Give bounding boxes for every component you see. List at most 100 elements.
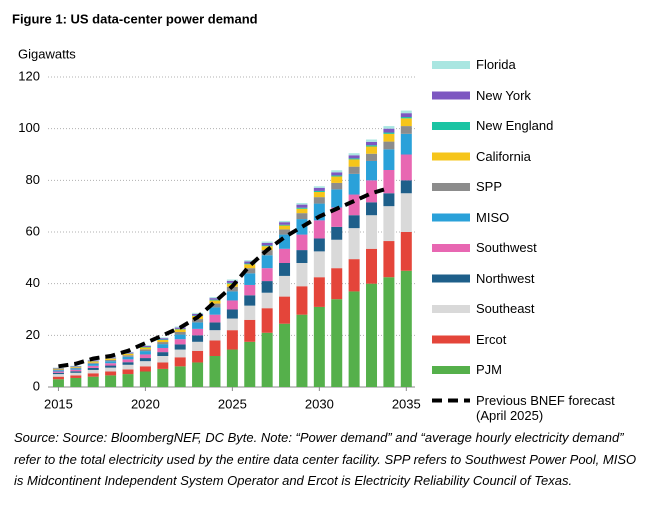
legend-label: PJM — [476, 362, 502, 377]
bar-segment — [296, 213, 308, 220]
bar-segment — [87, 362, 99, 364]
bar-segment — [87, 367, 99, 370]
bar-segment — [192, 335, 204, 342]
bar-segment — [366, 139, 378, 142]
bar-segment — [70, 375, 82, 378]
bar-segment — [244, 284, 256, 296]
bar-segment — [157, 337, 169, 339]
bar-segment — [261, 332, 273, 387]
bar-segment — [122, 355, 134, 357]
bar-segment — [261, 308, 273, 333]
legend-swatch — [432, 305, 470, 313]
bar-segment — [105, 358, 117, 360]
bar-segment — [279, 275, 291, 297]
bar-segment — [383, 141, 395, 150]
legend-swatch — [432, 122, 470, 130]
bar-segment — [261, 268, 273, 282]
chart-title: Figure 1: US data-center power demand — [12, 11, 258, 26]
bar-segment — [313, 191, 325, 198]
bar-segment — [261, 245, 273, 247]
x-tick-label: 2025 — [218, 396, 247, 411]
forecast-line — [58, 186, 390, 369]
bar-segment — [209, 340, 221, 356]
bar-segment — [348, 173, 360, 195]
bar-segment — [366, 145, 378, 147]
legend-label: New England — [476, 118, 554, 133]
bar-segment — [226, 330, 238, 350]
bar-segment — [366, 202, 378, 216]
bar-segment — [192, 319, 204, 323]
bar-segment — [348, 158, 360, 160]
bar-segment — [383, 193, 395, 207]
bar-segment — [400, 113, 412, 118]
bar-segment — [70, 366, 82, 367]
bar-segment — [87, 360, 99, 362]
bar-segment — [296, 219, 308, 235]
bar-segment — [348, 215, 360, 229]
bar-segment — [400, 133, 412, 155]
bar-segment — [52, 374, 64, 377]
bar-segment — [139, 347, 151, 350]
bar-segment — [52, 372, 64, 375]
bar-segment — [313, 306, 325, 387]
bar-segment — [139, 358, 151, 362]
bar-segment — [139, 349, 151, 352]
bar-segment — [383, 128, 395, 133]
bar-segment — [331, 172, 343, 176]
bar-segment — [52, 371, 64, 373]
y-tick-label: 80 — [26, 172, 40, 187]
bar-segment — [174, 357, 186, 367]
bar-segment — [122, 359, 134, 363]
bar-segment — [157, 339, 169, 343]
y-tick-label: 0 — [33, 378, 40, 393]
y-tick-label: 120 — [18, 68, 40, 83]
bar-segment — [157, 368, 169, 387]
bar-segment — [122, 356, 134, 360]
legend-label: Previous BNEF forecast (April 2025) — [476, 392, 615, 423]
x-tick-label: 2035 — [392, 396, 421, 411]
bar-segment — [174, 339, 186, 345]
bar-segment — [226, 309, 238, 319]
bar-segment — [296, 207, 308, 209]
bar-segment — [174, 334, 186, 340]
bar-segment — [157, 362, 169, 369]
bar-segment — [313, 203, 325, 221]
bar-segment — [296, 286, 308, 315]
bar-segment — [313, 187, 325, 191]
bar-segment — [87, 365, 99, 368]
x-tick-label: 2015 — [44, 396, 73, 411]
bar-segment — [244, 341, 256, 387]
bar-segment — [52, 370, 64, 372]
bar-segment — [139, 351, 151, 355]
bar-segment — [105, 371, 117, 376]
bar-segment — [331, 226, 343, 240]
bar-segment — [192, 350, 204, 363]
bar-segment — [366, 215, 378, 249]
legend-swatch — [432, 244, 470, 252]
bar-segment — [157, 339, 169, 340]
bar-segment — [139, 345, 151, 347]
bar-segment — [105, 375, 117, 387]
legend-swatch — [432, 183, 470, 191]
bar-segment — [261, 241, 273, 243]
legend-label: California — [476, 148, 531, 164]
bar-segment — [209, 299, 221, 301]
bar-segment — [226, 349, 238, 387]
bar-segment — [52, 368, 64, 370]
bar-segment — [209, 300, 221, 304]
bar-segment — [122, 369, 134, 375]
bar-segment — [348, 153, 360, 156]
bar-segment — [400, 117, 412, 119]
bar-segment — [366, 248, 378, 284]
bar-segment — [400, 154, 412, 181]
legend-label: Southwest — [476, 240, 537, 255]
bar-segment — [366, 153, 378, 161]
bar-segment — [296, 234, 308, 251]
bar-segment — [209, 322, 221, 331]
bar-segment — [331, 182, 343, 190]
bar-segment — [366, 180, 378, 203]
bar-segment — [70, 366, 82, 368]
bar-segment — [348, 259, 360, 292]
bar-segment — [400, 232, 412, 271]
legend-swatch — [432, 152, 470, 161]
